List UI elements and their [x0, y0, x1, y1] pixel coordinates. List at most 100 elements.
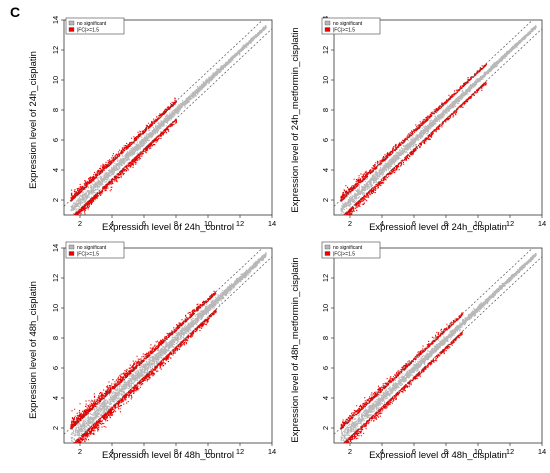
lower-threshold-line: [342, 28, 542, 215]
x-tick-label: 10: [204, 219, 212, 228]
y-tick-label: 8: [321, 108, 330, 112]
significant-points: [70, 290, 217, 443]
lower-threshold-line: [342, 256, 542, 443]
x-tick-label: 6: [412, 219, 416, 228]
x-tick-label: 14: [538, 447, 546, 456]
y-axis-label: Expression level of 48h_metformin_cispla…: [290, 257, 301, 442]
x-tick-label: 10: [204, 447, 212, 456]
scatter-plot-48h-control-vs-cisplatin: 2 4 6 8 10 12 14 2 4 6 8 10 12 14 Expression level of …: [0, 238, 276, 473]
y-tick-label: 6: [51, 366, 60, 370]
legend-swatch-significant: [324, 27, 331, 32]
x-tick-label: 8: [174, 219, 178, 228]
y-tick-label: 4: [321, 168, 330, 172]
x-tick-label: 2: [348, 447, 352, 456]
upper-threshold-line: [334, 20, 534, 207]
y-tick-label: 4: [51, 168, 60, 172]
x-axis-label: Expression level of 24h_control: [102, 222, 234, 233]
x-tick-label: 2: [348, 219, 352, 228]
y-tick-label: 8: [51, 336, 60, 340]
points-layer: [64, 20, 272, 215]
y-tick-label: 8: [51, 108, 60, 112]
x-tick-label: 10: [474, 447, 482, 456]
x-axis-label: Expression level of 48h_cisplatin: [369, 450, 507, 461]
legend-swatch-significant: [68, 27, 75, 32]
legend-label-nonsignificant: no significant: [333, 245, 363, 251]
scatter-plot-24h-control-vs-cisplatin: 2 4 6 8 10 12 14 2 4 6 8 10 12 14 Expression level of …: [0, 10, 276, 240]
y-tick-label: 10: [321, 76, 330, 84]
legend-label-nonsignificant: no significant: [333, 21, 363, 27]
plot-svg: 2 4 6 8 10 12 14 2 4 6 8 10 12 14 Expression level of …: [28, 16, 276, 233]
legend: no significant|FC|>=1.5: [321, 241, 381, 259]
y-tick-label: 2: [321, 198, 330, 202]
upper-threshold-line: [64, 20, 264, 207]
points-layer: [334, 248, 542, 443]
x-tick-label: 8: [444, 219, 448, 228]
y-tick-label: 2: [51, 198, 60, 202]
legend: no significant|FC|>=1.5: [65, 17, 125, 35]
legend: no significant|FC|>=1.5: [321, 17, 381, 35]
y-tick-label: 6: [51, 138, 60, 142]
panel-label: C: [10, 4, 21, 20]
lower-threshold-line: [72, 256, 272, 443]
y-tick-label: 10: [51, 76, 60, 84]
legend-swatch-significant: [68, 251, 75, 256]
x-tick-label: 4: [380, 219, 384, 228]
legend-label-significant: |FC|>=1.5: [77, 28, 99, 34]
x-tick-label: 12: [506, 447, 514, 456]
x-tick-label: 14: [268, 447, 276, 456]
y-tick-label: 10: [51, 304, 60, 312]
y-tick-label: 14: [51, 244, 60, 252]
plot-frame: [63, 247, 273, 444]
legend-label-nonsignificant: no significant: [77, 245, 107, 251]
y-tick-label: 4: [321, 396, 330, 400]
points-layer: [64, 248, 272, 443]
y-tick-label: 14: [51, 16, 60, 24]
y-axis-label: Expression level of 48h_cisplatin: [28, 281, 39, 419]
legend-swatch-nonsignificant: [68, 244, 75, 250]
x-tick-label: 14: [268, 219, 276, 228]
y-tick-label: 8: [321, 336, 330, 340]
legend-label-significant: |FC|>=1.5: [333, 28, 355, 34]
y-tick-label: 12: [321, 46, 330, 54]
plot-frame: [63, 19, 273, 216]
upper-threshold-line: [334, 248, 534, 435]
plot-frame: [333, 19, 543, 216]
x-tick-label: 4: [110, 447, 114, 456]
x-tick-label: 4: [380, 447, 384, 456]
legend-swatch-nonsignificant: [324, 20, 331, 26]
scatter-plot-24h-cisplatin-vs-metformin-cisplatin: 2 4 6 8 10 12 14 2 4 6 8 10 12 14 Expression level of …: [270, 10, 550, 240]
significant-points: [340, 312, 464, 443]
y-axis-label: Expression level of 24h_metformin_cispla…: [290, 27, 301, 212]
legend: no significant|FC|>=1.5: [65, 241, 125, 259]
x-tick-label: 10: [474, 219, 482, 228]
x-tick-label: 12: [506, 219, 514, 228]
legend-swatch-nonsignificant: [68, 20, 75, 26]
legend-swatch-significant: [324, 251, 331, 256]
y-tick-label: 2: [51, 426, 60, 430]
x-tick-label: 6: [412, 447, 416, 456]
y-tick-label: 12: [51, 46, 60, 54]
legend-label-significant: |FC|>=1.5: [77, 252, 99, 258]
upper-threshold-line: [64, 248, 264, 435]
x-axis-label: Expression level of 48h_control: [102, 450, 234, 461]
x-axis-label: Expression level of 24h_cisplatin: [369, 222, 507, 233]
x-tick-label: 6: [142, 219, 146, 228]
legend-label-nonsignificant: no significant: [77, 21, 107, 27]
x-tick-label: 12: [236, 447, 244, 456]
x-tick-label: 12: [236, 219, 244, 228]
y-axis-label: Expression level of 24h_cisplatin: [28, 51, 39, 189]
y-tick-label: 12: [51, 274, 60, 282]
legend-swatch-nonsignificant: [324, 244, 331, 250]
x-tick-label: 4: [110, 219, 114, 228]
scatter-plot-48h-cisplatin-vs-metformin-cisplatin: 2 4 6 8 10 12 14 2 4 6 8 10 12 14 Expression level of …: [270, 238, 550, 473]
x-tick-label: 14: [538, 219, 546, 228]
x-tick-label: 2: [78, 447, 82, 456]
y-tick-label: 12: [321, 274, 330, 282]
plot-frame: [333, 247, 543, 444]
x-tick-label: 2: [78, 219, 82, 228]
significant-points: [70, 97, 177, 215]
